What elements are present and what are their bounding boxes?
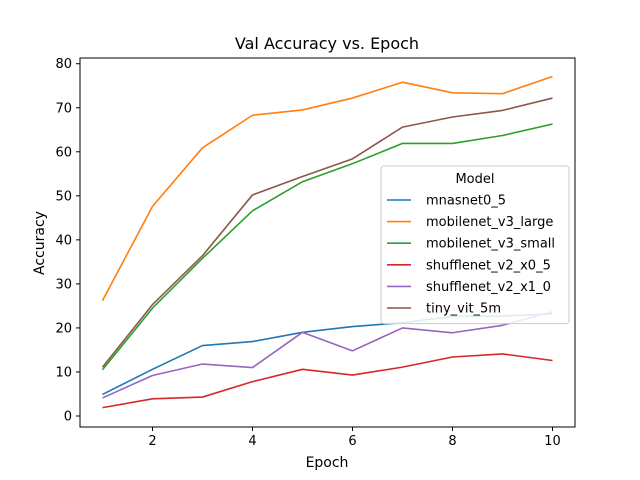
series-line-mobilenet_v3_large <box>101 75 553 301</box>
y-tick-label: 30 <box>55 277 72 292</box>
y-tick-label: 60 <box>55 145 72 160</box>
legend-label: mnasnet0_5 <box>426 194 506 209</box>
legend-box <box>380 165 570 325</box>
plot-frame <box>79 57 576 428</box>
y-axis-label: Accuracy <box>32 211 48 275</box>
legend-label: shufflenet_v2_x0_5 <box>426 258 551 273</box>
legend-label: tiny_vit_5m <box>426 302 501 317</box>
series-line-mnasnet0_5 <box>102 313 553 396</box>
y-tick-label: 0 <box>64 409 72 424</box>
x-tick-label: 10 <box>544 434 561 449</box>
y-tick-label: 80 <box>55 57 72 72</box>
legend: Model mnasnet0_5 mobilenet_v3_largemobilen… <box>380 165 570 325</box>
y-tick-label: 10 <box>55 365 72 380</box>
y-tick-label: 40 <box>55 233 72 248</box>
x-tick-label: 2 <box>148 434 156 449</box>
y-tick-label: 50 <box>55 189 72 204</box>
legend-title: Model <box>455 172 494 187</box>
legend-label: mobilenet_v3_large <box>426 215 553 230</box>
legend-label: mobilenet_v3_small <box>426 237 555 252</box>
x-tick-label: 8 <box>448 434 456 449</box>
y-tick-label: 70 <box>55 101 72 116</box>
series-line-tiny_vit_5m <box>101 97 553 368</box>
x-axis-label: Epoch <box>306 455 349 471</box>
legend-label: shufflenet_v2_x1_0 <box>426 280 551 295</box>
series-line-shufflenet_v2_x1_0 <box>102 310 553 399</box>
x-tick-label: 4 <box>248 434 256 449</box>
series-line-shufflenet_v2_x0_5 <box>102 353 553 409</box>
y-tick-label: 20 <box>55 321 72 336</box>
x-tick-label: 6 <box>348 434 356 449</box>
plot-area: 2 4 6 8 10 0 10 20 30 40 50 60 70 80 <box>55 57 576 449</box>
chart-title: Val Accuracy vs. Epoch <box>235 34 419 53</box>
series-line-mobilenet_v3_small <box>101 123 553 371</box>
